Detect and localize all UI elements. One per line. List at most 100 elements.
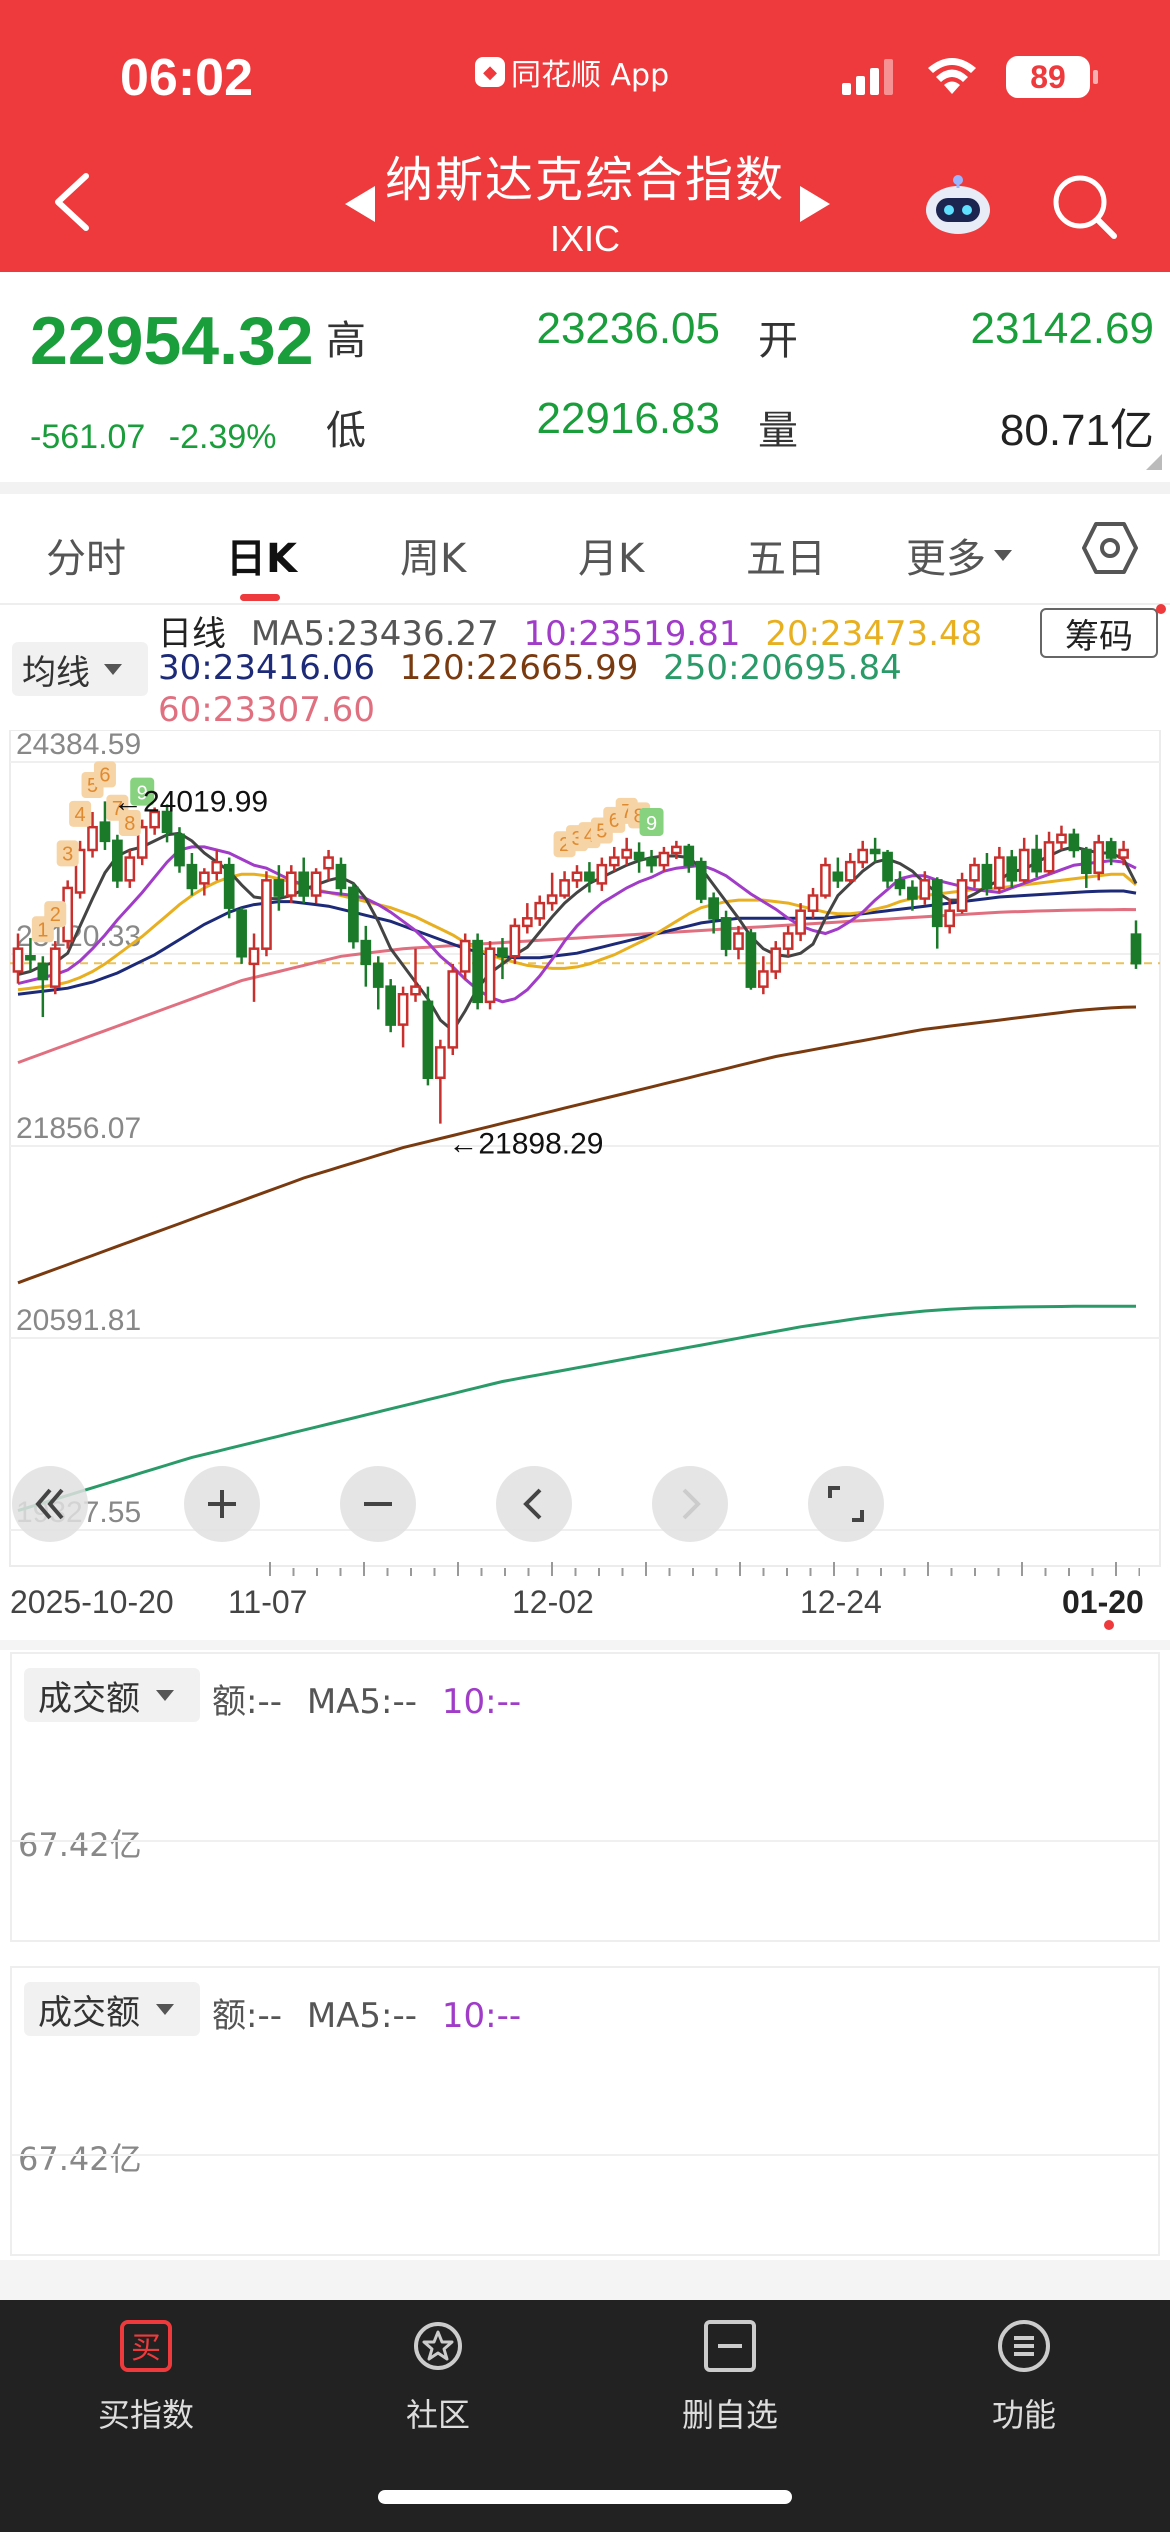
candle-body xyxy=(323,856,334,870)
candle-body xyxy=(770,947,782,973)
ma10-line xyxy=(17,845,1137,1004)
zoom-in-button[interactable] xyxy=(184,1466,260,1542)
td-count-badge xyxy=(130,777,155,806)
candle-body xyxy=(857,848,869,864)
period-label: 日线 xyxy=(158,614,226,654)
expand-corner-icon[interactable] xyxy=(1146,454,1162,470)
candle-body xyxy=(472,939,483,1004)
candle-body xyxy=(385,985,397,1026)
open-label: 开 xyxy=(758,318,798,364)
gridline xyxy=(12,2154,1158,2156)
turnover-select-button[interactable]: 成交额 xyxy=(24,1982,200,2036)
ma-legend-row-1: 日线 MA5:23436.27 10:23519.81 20:23473.48 xyxy=(158,606,982,655)
candle-body xyxy=(745,932,757,988)
index-code: IXIC xyxy=(549,218,620,259)
search-icon[interactable] xyxy=(1050,172,1120,242)
candle-body xyxy=(285,871,297,897)
candle-body xyxy=(1043,841,1055,873)
kline-chart[interactable]: 24384.5923120.3321856.0720591.8119327.55… xyxy=(0,730,1170,1570)
candle-body xyxy=(994,856,1005,890)
turnover-panel[interactable]: 成交额 额:-- MA5:-- 10:-- 67.42亿 xyxy=(10,1652,1160,1942)
chevron-down-icon xyxy=(104,663,122,675)
td-count-label: 4 xyxy=(584,825,595,847)
nav-label: 功能 xyxy=(991,2396,1056,2434)
x-label: 01-20 xyxy=(1062,1584,1144,1620)
tab-fenshi[interactable]: 分时 xyxy=(46,536,126,582)
status-app-text: 同花顺 App xyxy=(511,58,670,93)
zoom-out-button[interactable] xyxy=(340,1466,416,1542)
nav-functions[interactable]: 功能 xyxy=(914,2310,1134,2434)
nav-remove-watchlist[interactable]: 删自选 xyxy=(620,2310,840,2434)
candle-body xyxy=(1080,848,1092,874)
turnover-select-button[interactable]: 成交额 xyxy=(24,1668,200,1722)
x-axis-labels: 2025-10-20 11-07 12-02 12-24 01-20 xyxy=(0,1580,1170,1630)
period-tabs: 分时 日K 周K 月K 五日 更多 xyxy=(0,494,1170,604)
candle-body xyxy=(894,879,906,890)
candle-body xyxy=(807,894,819,912)
nav-label: 买指数 xyxy=(97,2396,194,2434)
candle-body xyxy=(136,825,148,859)
assistant-robot-icon[interactable] xyxy=(922,174,994,236)
tab-weekly-k[interactable]: 周K xyxy=(400,536,467,582)
candle-body xyxy=(87,825,98,852)
ma30-line xyxy=(17,889,1137,996)
tab-monthly-k[interactable]: 月K xyxy=(578,536,645,582)
tab-more[interactable]: 更多 xyxy=(906,526,1012,584)
status-icons: 89 xyxy=(842,56,1098,98)
candle-body xyxy=(1130,933,1142,965)
prev-index-button[interactable] xyxy=(345,186,375,222)
candle-body xyxy=(1093,841,1105,874)
candle-body xyxy=(1068,833,1080,852)
candle-body xyxy=(360,939,372,966)
candle-body xyxy=(149,810,160,829)
indicator-select-label: 均线 xyxy=(22,652,90,693)
chart-settings-icon[interactable] xyxy=(1082,520,1138,576)
low-label: 低 xyxy=(326,408,366,454)
nav-buy-index[interactable]: 买 买指数 xyxy=(36,2310,256,2434)
candle-body xyxy=(956,879,968,912)
x-label: 2025-10-20 xyxy=(10,1584,174,1620)
candle-body xyxy=(1031,848,1042,873)
candle-body xyxy=(497,947,508,958)
menu-icon xyxy=(998,2320,1050,2372)
candle-body xyxy=(236,909,247,958)
candle-body xyxy=(186,863,198,890)
candle-body xyxy=(99,821,111,843)
ma5-value: MA5:23436.27 xyxy=(250,614,499,654)
ma120-value: 120:22665.99 xyxy=(399,648,639,688)
candle-body xyxy=(931,879,943,928)
candle-body xyxy=(844,860,856,882)
nav-community[interactable]: 社区 xyxy=(328,2310,548,2434)
chip-distribution-button[interactable]: 筹码 xyxy=(1040,608,1158,658)
td-count-badge xyxy=(639,807,664,836)
buy-icon-text: 买 xyxy=(131,2331,161,2366)
td-count-label: 9 xyxy=(137,783,148,805)
scroll-start-button[interactable] xyxy=(12,1466,88,1542)
turnover-amount: 额:-- xyxy=(212,1682,282,1722)
scroll-right-button[interactable] xyxy=(652,1466,728,1542)
candle-body xyxy=(1018,848,1030,882)
candle-body xyxy=(832,871,844,882)
turnover-select-label: 成交额 xyxy=(38,1992,140,2033)
chevron-left-icon xyxy=(523,1488,542,1520)
candle-body xyxy=(211,860,223,874)
candle-body xyxy=(534,901,546,920)
candle-body xyxy=(608,856,620,867)
fullscreen-button[interactable] xyxy=(808,1466,884,1542)
candle-body xyxy=(633,851,645,861)
tab-daily-k[interactable]: 日K xyxy=(226,536,297,582)
td-count-label: 8 xyxy=(634,805,645,827)
status-app-label: ◆ 同花顺 App xyxy=(475,50,669,94)
tab-five-day[interactable]: 五日 xyxy=(746,536,826,582)
candle-body xyxy=(782,932,794,950)
buy-icon: 买 xyxy=(120,2320,172,2372)
td-count-label: 2 xyxy=(559,834,570,856)
candle-body xyxy=(646,857,657,867)
scroll-left-button[interactable] xyxy=(496,1466,572,1542)
indicator-select-button[interactable]: 均线 xyxy=(12,642,148,696)
turnover-panel[interactable]: 成交额 额:-- MA5:-- 10:-- 67.42亿 xyxy=(10,1966,1160,2256)
volume-label: 量 xyxy=(758,408,798,454)
back-arrow-icon[interactable] xyxy=(50,172,94,232)
next-index-button[interactable] xyxy=(800,186,830,222)
td-count-label: 6 xyxy=(609,810,620,832)
